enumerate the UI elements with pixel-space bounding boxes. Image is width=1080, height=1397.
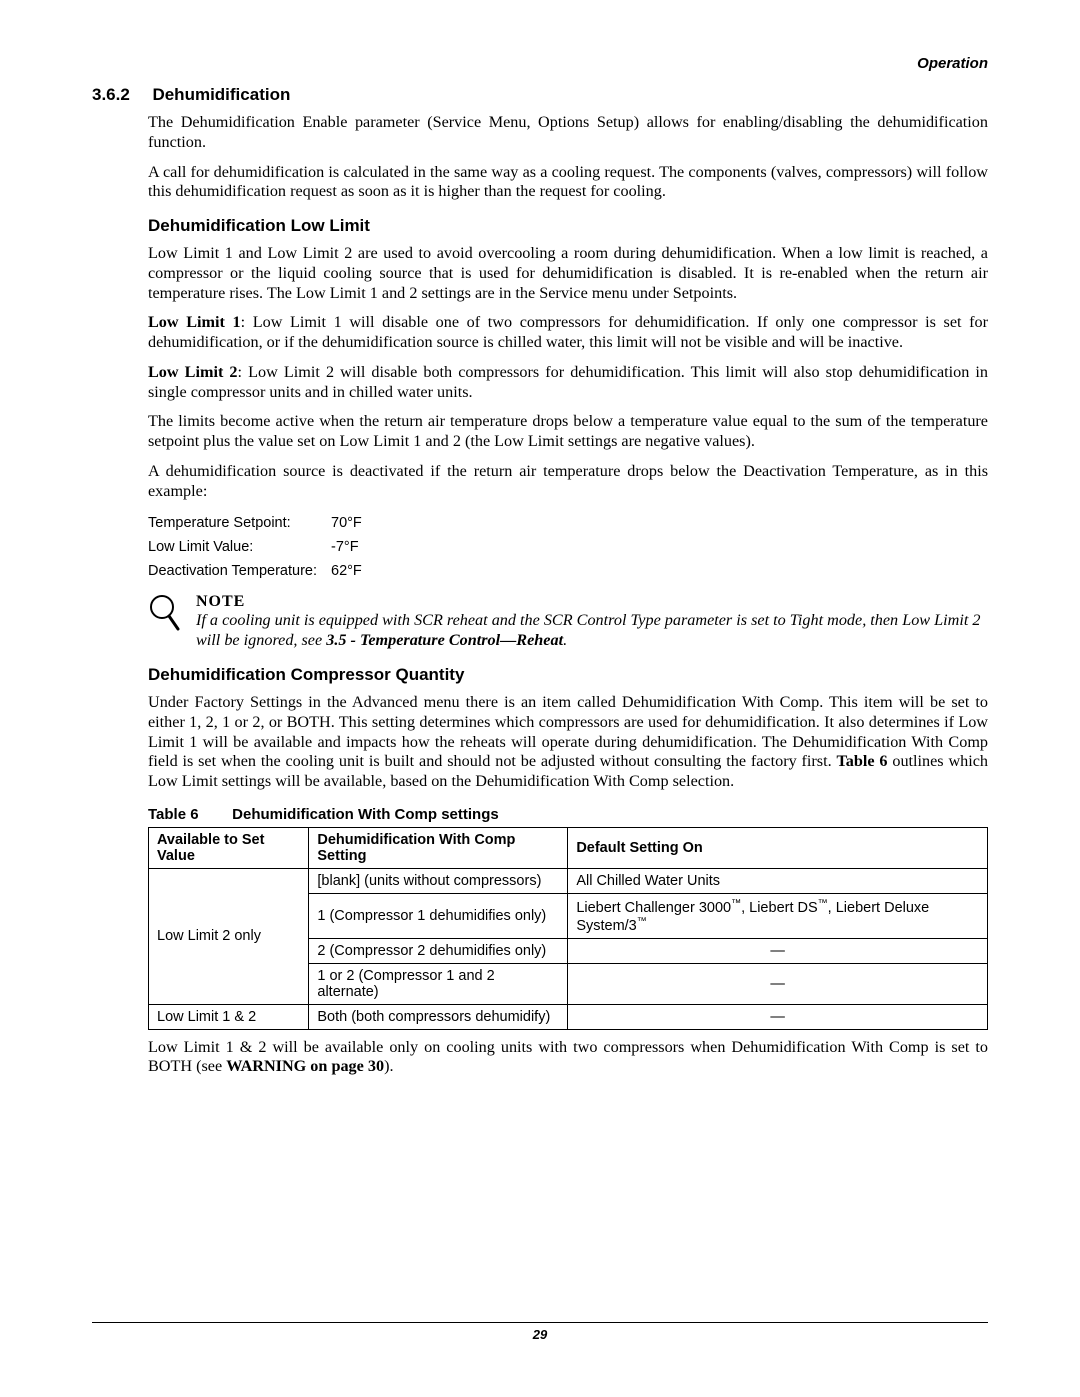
trademark-icon: ™: [637, 916, 647, 927]
table-row: Deactivation Temperature: 62°F: [148, 559, 376, 583]
example-table: Temperature Setpoint: 70°F Low Limit Val…: [148, 511, 376, 583]
column-header: Dehumidification With Comp Setting: [309, 827, 568, 868]
note-text: NOTE If a cooling unit is equipped with …: [196, 593, 988, 651]
section-heading: 3.6.2 Dehumidification: [92, 85, 988, 105]
cell: 1 (Compressor 1 dehumidifies only): [309, 893, 568, 938]
footer: 29: [92, 1322, 988, 1342]
subheading-compressor-qty: Dehumidification Compressor Quantity: [148, 665, 988, 685]
table-row: Temperature Setpoint: 70°F: [148, 511, 376, 535]
table-label: Table 6: [148, 806, 228, 823]
text: Liebert Challenger 3000: [576, 900, 731, 916]
low-limit-2-label: Low Limit 2: [148, 363, 238, 381]
content: 3.6.2 Dehumidification The Dehumidificat…: [92, 85, 988, 1077]
note-heading: NOTE: [196, 593, 988, 611]
text: ).: [384, 1057, 393, 1075]
trademark-icon: ™: [731, 898, 741, 909]
column-header: Default Setting On: [568, 827, 988, 868]
text: : Low Limit 1 will disable one of two co…: [148, 313, 988, 351]
table-header-row: Available to Set Value Dehumidification …: [149, 827, 988, 868]
note-block: NOTE If a cooling unit is equipped with …: [148, 593, 988, 651]
page-number: 29: [533, 1327, 547, 1342]
cell: Liebert Challenger 3000™, Liebert DS™, L…: [568, 893, 988, 938]
example-label: Temperature Setpoint:: [148, 511, 331, 535]
paragraph: A call for dehumidification is calculate…: [148, 163, 988, 203]
table-caption: Table 6 Dehumidification With Comp setti…: [148, 806, 988, 823]
cell: Low Limit 2 only: [149, 868, 309, 1004]
text: If a cooling unit is equipped with SCR r…: [196, 611, 980, 649]
cell: —: [568, 1004, 988, 1029]
page: Operation 3.6.2 Dehumidification The Deh…: [0, 0, 1080, 1397]
example-label: Deactivation Temperature:: [148, 559, 331, 583]
body: The Dehumidification Enable parameter (S…: [148, 113, 988, 1077]
cell: [blank] (units without compressors): [309, 868, 568, 893]
paragraph: A dehumidification source is deactivated…: [148, 462, 988, 502]
low-limit-1-label: Low Limit 1: [148, 313, 241, 331]
example-label: Low Limit Value:: [148, 535, 331, 559]
column-header: Available to Set Value: [149, 827, 309, 868]
cell: 1 or 2 (Compressor 1 and 2 alternate): [309, 963, 568, 1004]
cell: —: [568, 938, 988, 963]
cell: All Chilled Water Units: [568, 868, 988, 893]
paragraph: Low Limit 1 and Low Limit 2 are used to …: [148, 244, 988, 303]
trademark-icon: ™: [818, 898, 828, 909]
cell: —: [568, 963, 988, 1004]
table-row: Low Limit 2 only [blank] (units without …: [149, 868, 988, 893]
subheading-low-limit: Dehumidification Low Limit: [148, 216, 988, 236]
paragraph: Low Limit 2: Low Limit 2 will disable bo…: [148, 363, 988, 403]
paragraph: Low Limit 1 & 2 will be available only o…: [148, 1038, 988, 1078]
example-value: 62°F: [331, 559, 376, 583]
paragraph: The Dehumidification Enable parameter (S…: [148, 113, 988, 153]
magnifier-icon: [148, 593, 196, 638]
warning-reference: WARNING on page 30: [226, 1057, 384, 1075]
section-number: 3.6.2: [92, 85, 148, 105]
paragraph: Low Limit 1: Low Limit 1 will disable on…: [148, 313, 988, 353]
text: .: [563, 631, 567, 649]
paragraph: Under Factory Settings in the Advanced m…: [148, 693, 988, 792]
table-row: Low Limit 1 & 2 Both (both compressors d…: [149, 1004, 988, 1029]
example-value: 70°F: [331, 511, 376, 535]
table-title: Dehumidification With Comp settings: [232, 806, 499, 823]
section-title: Dehumidification: [152, 85, 290, 105]
cross-reference: 3.5 - Temperature Control—Reheat: [326, 631, 563, 649]
table-row: Low Limit Value: -7°F: [148, 535, 376, 559]
running-head: Operation: [917, 55, 988, 72]
note-body: If a cooling unit is equipped with SCR r…: [196, 611, 988, 651]
cell: 2 (Compressor 2 dehumidifies only): [309, 938, 568, 963]
table-reference: Table 6: [836, 752, 887, 770]
text: : Low Limit 2 will disable both compress…: [148, 363, 988, 401]
cell: Low Limit 1 & 2: [149, 1004, 309, 1029]
cell: Both (both compressors dehumidify): [309, 1004, 568, 1029]
text: , Liebert DS: [741, 900, 818, 916]
dehumidification-table: Available to Set Value Dehumidification …: [148, 827, 988, 1030]
paragraph: The limits become active when the return…: [148, 412, 988, 452]
example-value: -7°F: [331, 535, 376, 559]
